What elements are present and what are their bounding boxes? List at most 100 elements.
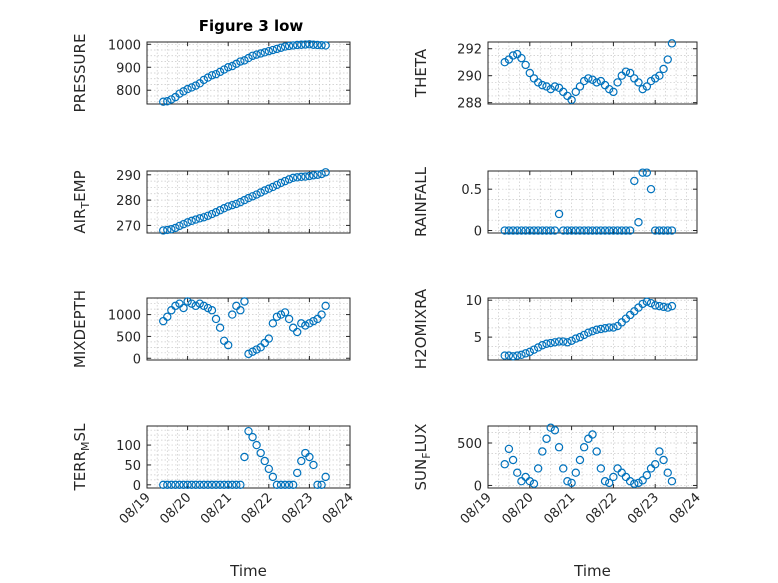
data-point	[183, 480, 192, 490]
data-point	[559, 226, 568, 235]
data-point	[521, 226, 530, 235]
data-point	[508, 352, 518, 361]
data-point	[313, 480, 322, 490]
data-point	[588, 75, 597, 84]
x-tick-label: 08/24	[667, 490, 704, 527]
data-point	[195, 299, 204, 308]
data-point	[264, 184, 273, 193]
data-point	[321, 472, 330, 482]
data-point	[313, 40, 322, 50]
data-point	[533, 226, 543, 235]
data-point	[575, 455, 585, 465]
data-point	[550, 226, 560, 235]
data-point	[252, 190, 261, 199]
data-point	[609, 323, 618, 332]
data-point	[533, 343, 543, 352]
data-point	[659, 455, 668, 465]
data-point	[529, 345, 539, 354]
data-point	[638, 84, 647, 94]
data-point	[256, 188, 265, 197]
data-point	[207, 480, 217, 490]
data-point	[588, 226, 597, 235]
data-point	[554, 443, 564, 452]
data-point	[301, 172, 310, 181]
data-point	[288, 41, 298, 50]
data-point	[579, 226, 589, 235]
y-tick-label: 10	[465, 294, 482, 309]
axes-frame	[146, 297, 351, 361]
data-point	[215, 480, 225, 490]
data-point	[609, 472, 618, 482]
data-point	[179, 303, 188, 313]
data-point	[563, 338, 572, 347]
data-point	[525, 226, 535, 235]
data-point	[508, 51, 518, 60]
data-point	[517, 226, 526, 235]
data-point	[244, 53, 253, 63]
y-tick-label: 0	[474, 479, 482, 494]
subplot-rainfall: 0 0.5 RAINFALL	[412, 166, 698, 240]
data-point	[223, 480, 233, 490]
data-point	[592, 78, 601, 87]
data-point	[667, 301, 677, 311]
data-point	[617, 226, 626, 235]
data-point	[248, 51, 257, 60]
data-point	[301, 321, 310, 330]
data-point	[236, 480, 245, 490]
data-point	[284, 175, 294, 184]
data-point	[663, 55, 672, 64]
y-tick-label: 288	[457, 97, 482, 112]
data-point	[232, 301, 241, 311]
data-point	[655, 447, 664, 456]
data-point	[248, 347, 257, 356]
data-point	[575, 332, 585, 342]
data-point	[191, 301, 200, 311]
data-point	[203, 303, 213, 313]
y-tick-label: 292	[457, 43, 482, 58]
data-point	[301, 448, 310, 458]
data-point	[179, 87, 188, 96]
data-point	[240, 56, 249, 65]
data-point	[288, 173, 298, 183]
data-point	[317, 41, 326, 50]
data-point	[546, 226, 555, 235]
x-tick-label: 08/24	[320, 490, 357, 527]
data-point	[252, 345, 261, 354]
data-point	[605, 226, 614, 235]
data-point	[207, 209, 217, 219]
data-point	[642, 297, 652, 306]
data-point	[596, 226, 606, 235]
data-point	[297, 319, 306, 328]
data-point	[617, 468, 626, 477]
data-point	[521, 349, 530, 358]
data-point	[272, 312, 282, 321]
data-point	[203, 211, 213, 220]
y-axis-label: H2OMIXRA	[412, 288, 430, 369]
data-point	[554, 83, 564, 93]
data-point	[191, 81, 200, 90]
data-point	[195, 214, 204, 223]
data-point	[187, 83, 196, 92]
data-point	[554, 337, 564, 346]
data-point	[175, 89, 184, 98]
data-point	[268, 319, 278, 328]
data-point	[638, 476, 647, 485]
y-tick-label: 0	[133, 352, 141, 367]
y-axis-label: AIRTEMP	[71, 170, 92, 233]
data-point	[525, 477, 535, 486]
data-point	[542, 339, 551, 348]
data-point	[293, 327, 302, 337]
data-point	[215, 67, 225, 77]
x-tick-label: 08/21	[541, 490, 578, 527]
data-point	[171, 301, 180, 311]
data-point	[284, 314, 294, 324]
data-point	[621, 67, 631, 76]
data-point	[513, 351, 522, 360]
data-point	[651, 74, 660, 83]
data-point	[546, 84, 555, 94]
data-point	[305, 171, 314, 181]
data-point	[513, 468, 522, 477]
data-point	[219, 203, 229, 213]
data-point	[305, 319, 314, 328]
data-point	[613, 464, 622, 473]
